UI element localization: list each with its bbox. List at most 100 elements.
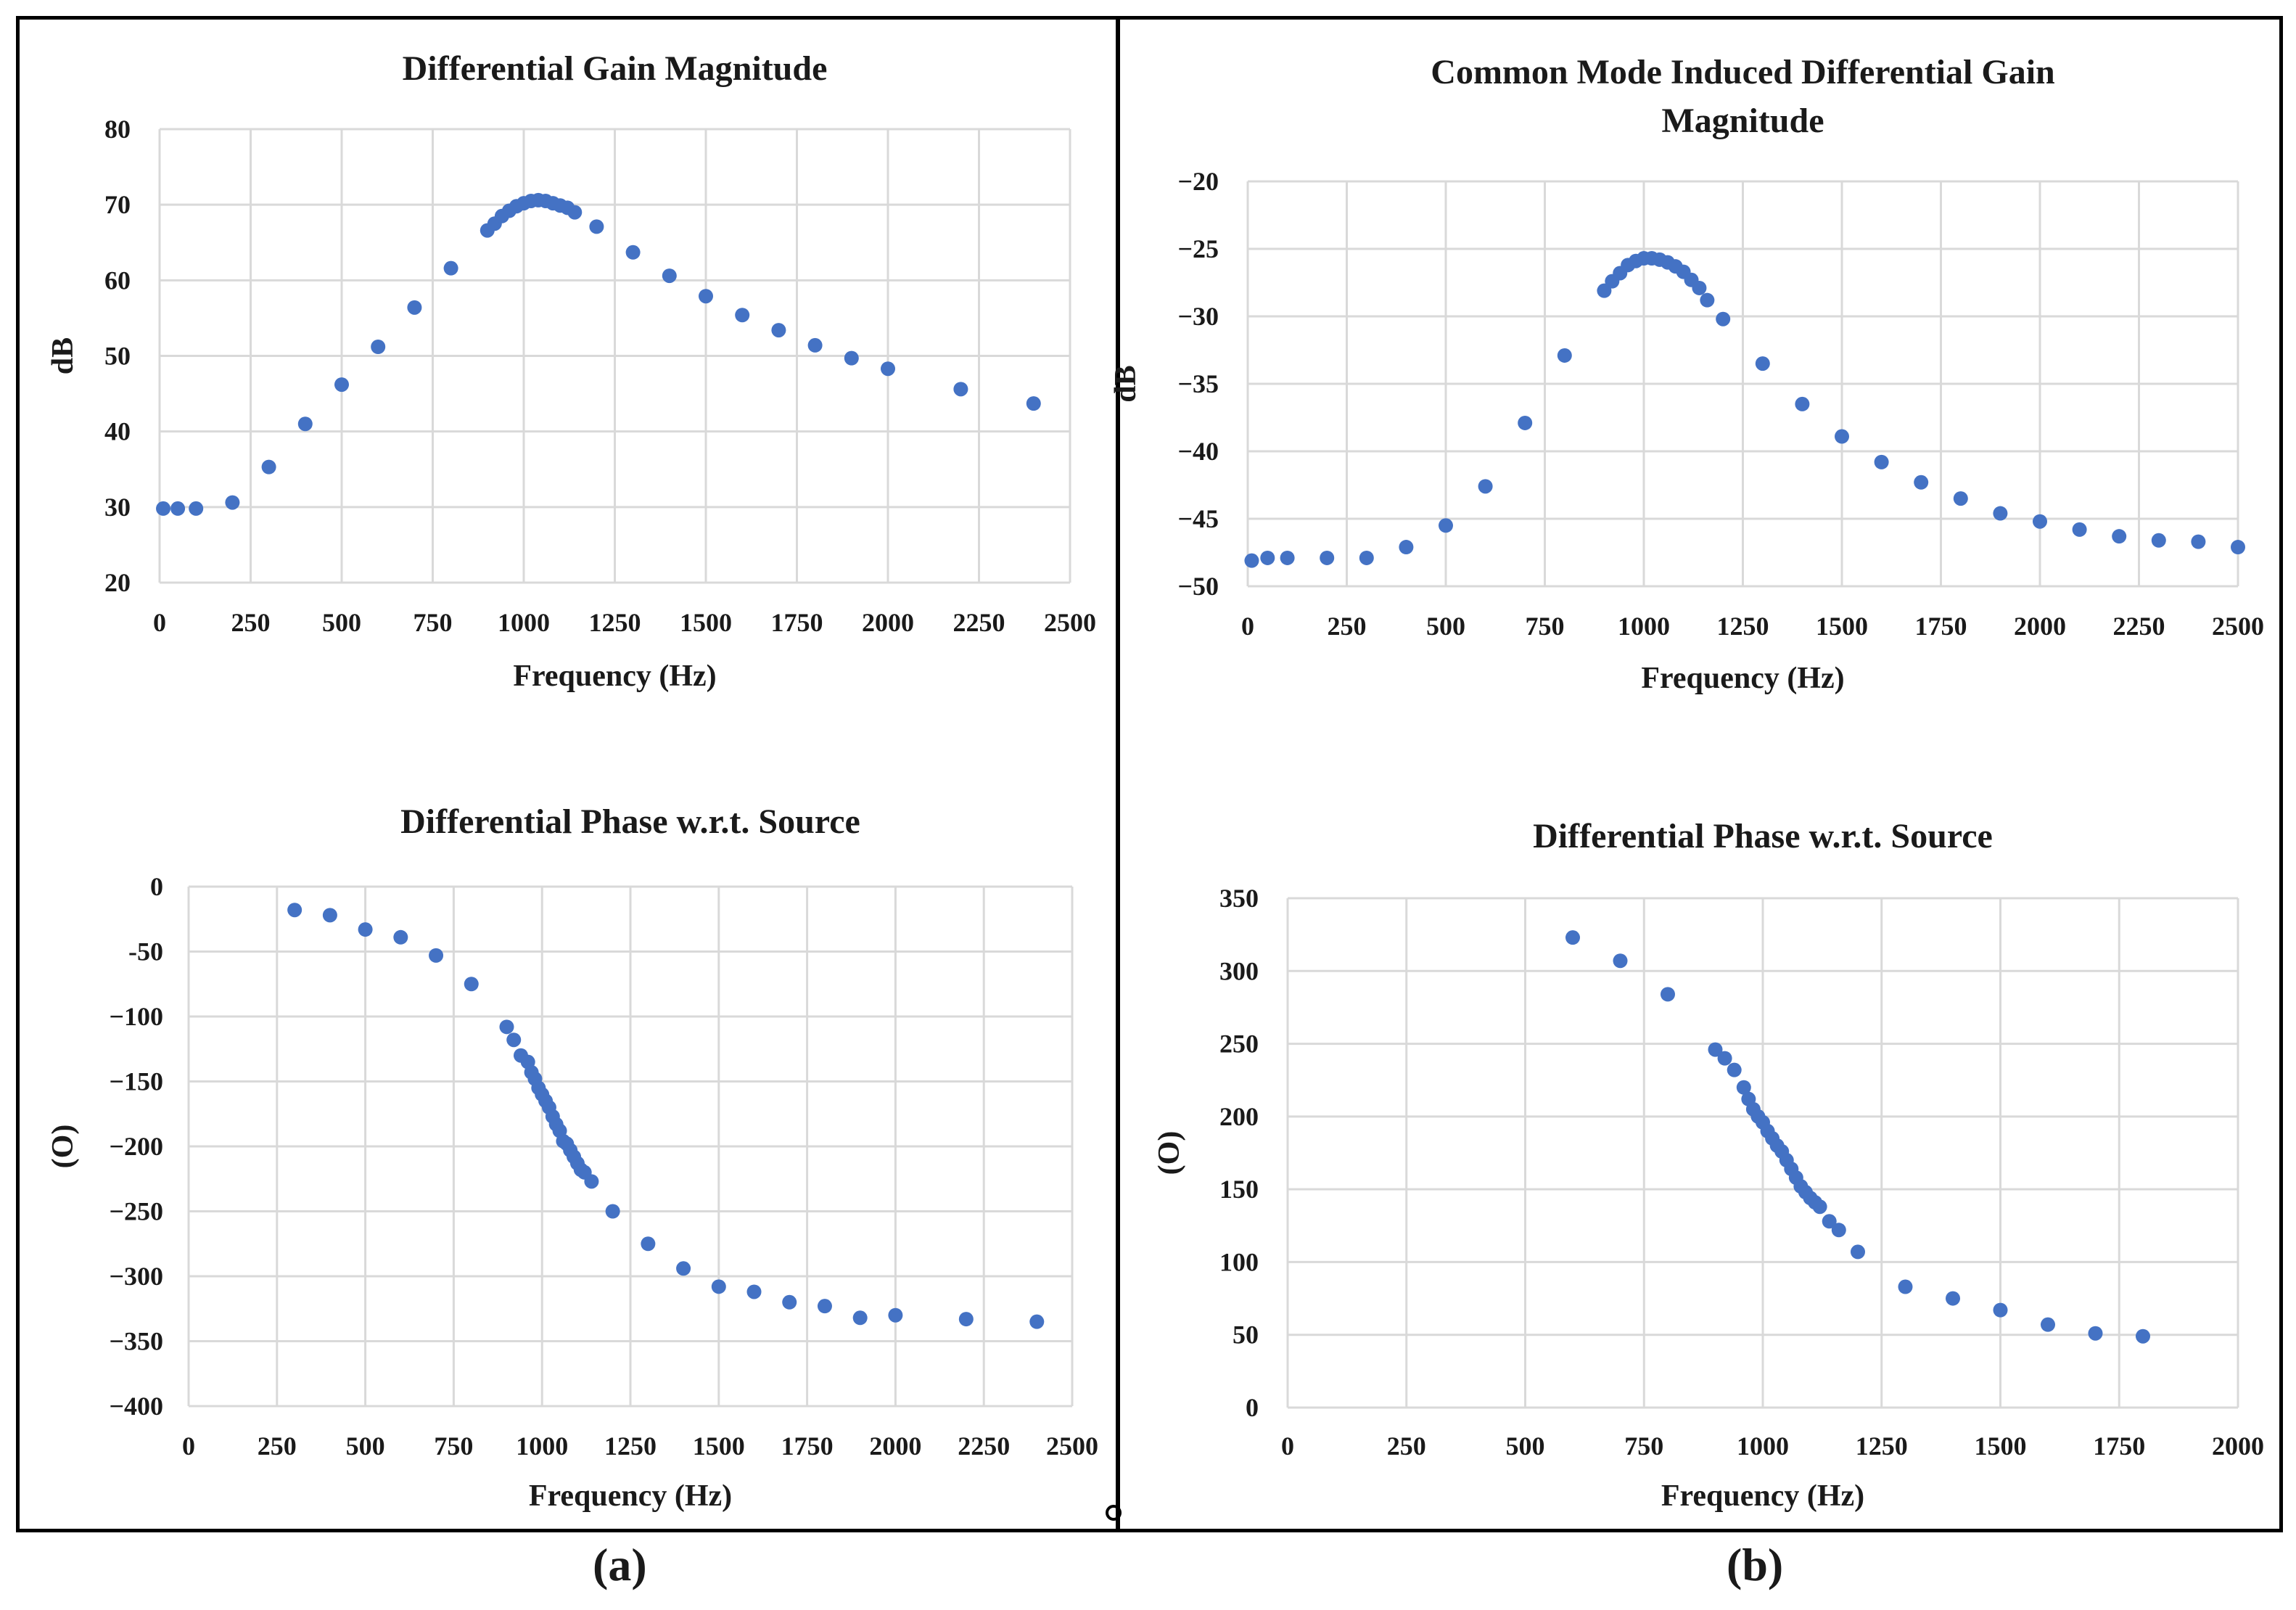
x-tick-label: 1500 — [1975, 1432, 2027, 1461]
data-point — [625, 245, 641, 260]
x-tick-label: 2250 — [953, 608, 1005, 637]
data-point — [429, 948, 444, 963]
x-tick-label: 500 — [1426, 612, 1465, 641]
y-tick-label: 250 — [1219, 1030, 1259, 1059]
y-tick-label: 50 — [1233, 1321, 1259, 1350]
data-point — [1320, 550, 1335, 565]
y-tick-label: −40 — [1177, 437, 1219, 466]
y-tick-label: −25 — [1177, 234, 1219, 263]
data-point — [1822, 1214, 1837, 1229]
y-tick-label: 30 — [104, 493, 131, 522]
y-tick-label: 0 — [150, 872, 163, 901]
data-point — [807, 337, 823, 353]
x-tick-label: 250 — [1328, 612, 1367, 641]
x-tick-label: 0 — [153, 608, 166, 637]
y-tick-label: 40 — [104, 417, 131, 446]
y-tick-label: 20 — [104, 568, 131, 597]
x-tick-label: 250 — [1387, 1432, 1426, 1461]
data-point — [1795, 396, 1810, 411]
x-tick-label: 1750 — [771, 608, 823, 637]
data-point — [771, 323, 786, 338]
data-point — [1717, 1051, 1732, 1066]
x-tick-label: 500 — [1506, 1432, 1545, 1461]
data-point — [589, 219, 604, 234]
data-point — [1736, 1080, 1751, 1095]
x-tick-label: 2000 — [2212, 1432, 2264, 1461]
data-point — [287, 903, 303, 918]
data-point — [322, 908, 337, 923]
data-point — [2041, 1317, 2055, 1332]
x-axis-label: Frequency (Hz) — [513, 660, 716, 693]
y-tick-label: 200 — [1219, 1102, 1259, 1131]
data-point — [567, 205, 583, 220]
data-point — [958, 1312, 974, 1327]
y-tick-label: −150 — [109, 1067, 163, 1096]
data-point — [1727, 1062, 1742, 1077]
data-point — [881, 361, 895, 377]
y-tick-label: −300 — [109, 1262, 163, 1291]
data-point — [2112, 529, 2127, 544]
y-tick-label: −250 — [109, 1197, 163, 1226]
x-tick-label: 2000 — [862, 608, 914, 637]
x-tick-label: 2500 — [2212, 612, 2264, 641]
y-tick-label: 60 — [104, 266, 131, 295]
data-point — [371, 340, 386, 354]
data-point — [1661, 987, 1675, 1002]
data-point — [358, 922, 373, 937]
data-point — [782, 1294, 797, 1310]
data-point — [506, 1032, 522, 1048]
data-point — [1557, 348, 1572, 363]
data-point — [1874, 454, 1889, 469]
data-point — [844, 350, 859, 366]
x-tick-label: 250 — [258, 1432, 297, 1461]
data-point — [888, 1307, 903, 1323]
y-axis-label: dB — [1109, 365, 1143, 402]
data-point — [1993, 1302, 2008, 1318]
y-tick-label: 300 — [1219, 956, 1259, 985]
y-tick-label: −350 — [109, 1327, 163, 1356]
data-point — [2231, 540, 2245, 555]
data-point — [2088, 1326, 2103, 1341]
subfigure-label-b: (b) — [1727, 1539, 1784, 1590]
y-tick-label: ‑50 — [128, 937, 163, 966]
data-point — [1026, 396, 1041, 411]
data-point — [1946, 1291, 1960, 1306]
x-tick-label: 0 — [182, 1432, 195, 1461]
divider-circle-marker — [1106, 1505, 1122, 1521]
x-tick-label: 1250 — [604, 1432, 657, 1461]
x-tick-label: 1750 — [1915, 612, 1967, 641]
data-point — [1029, 1314, 1045, 1329]
x-axis-label: Frequency (Hz) — [1641, 662, 1844, 695]
data-point — [1831, 1223, 1846, 1238]
chart-title: Common Mode Induced Differential Gain — [1431, 53, 2054, 91]
data-point — [261, 459, 276, 475]
data-point — [1518, 415, 1533, 430]
data-point — [2191, 534, 2206, 549]
data-point — [499, 1019, 514, 1035]
data-point — [170, 501, 186, 516]
x-tick-label: 0 — [1241, 612, 1254, 641]
data-point — [735, 308, 750, 323]
y-tick-label: 50 — [104, 342, 131, 371]
data-point — [1716, 311, 1731, 326]
data-point — [2072, 522, 2087, 537]
data-point — [1812, 1199, 1827, 1215]
chart-title: Differential Gain Magnitude — [403, 49, 828, 88]
x-tick-label: 1500 — [1816, 612, 1868, 641]
data-point — [2151, 533, 2166, 548]
data-point — [156, 501, 171, 516]
x-tick-label: 2250 — [2113, 612, 2165, 641]
x-tick-label: 1000 — [516, 1432, 568, 1461]
x-tick-label: 1500 — [693, 1432, 745, 1461]
data-point — [699, 289, 713, 304]
data-point — [443, 260, 458, 276]
x-tick-label: 1000 — [1618, 612, 1670, 641]
data-point — [605, 1204, 620, 1219]
data-point — [1439, 518, 1453, 533]
data-point — [676, 1261, 691, 1276]
data-point — [1359, 550, 1374, 565]
y-tick-label: −400 — [109, 1392, 163, 1421]
x-tick-label: 1500 — [680, 608, 732, 637]
